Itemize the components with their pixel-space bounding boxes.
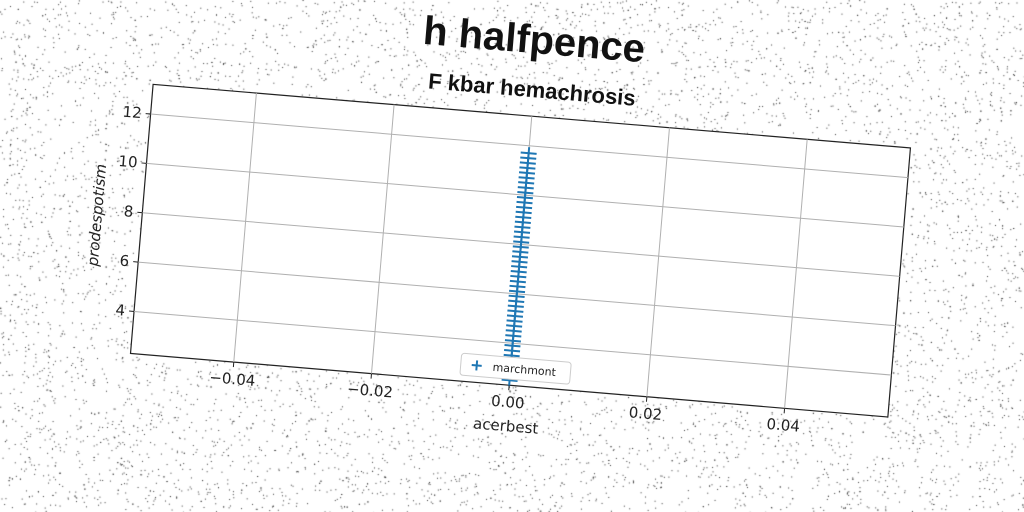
grid-line-y xyxy=(150,113,908,179)
x-tick-label: 0.04 xyxy=(766,415,801,436)
legend-marker-plus-icon xyxy=(471,360,482,371)
x-axis-label: acerbest xyxy=(472,414,539,437)
grid-line-x xyxy=(233,92,257,363)
chart-subtitle: F kbar hemachrosis xyxy=(427,68,636,110)
plot-area: −0.04 −0.02 0.00 0.02 0.04 4 6 8 10 12 xyxy=(115,83,912,436)
y-tick-label: 4 xyxy=(115,301,126,320)
x-tick-label: −0.02 xyxy=(346,380,393,402)
y-tick-label: 10 xyxy=(118,152,139,172)
legend: marchmont xyxy=(459,352,572,385)
legend-label: marchmont xyxy=(492,361,557,379)
grid-line-x xyxy=(784,139,808,409)
data-point xyxy=(520,147,537,160)
y-axis-label: prodespotism xyxy=(84,163,111,268)
legend-box xyxy=(459,352,572,385)
y-tick-label: 8 xyxy=(123,202,134,221)
y-tick-label: 6 xyxy=(119,252,130,271)
y-tick-label: 12 xyxy=(122,103,143,123)
axis-ticks: −0.04 −0.02 0.00 0.02 0.04 4 6 8 10 12 xyxy=(115,103,801,436)
x-tick-label: 0.00 xyxy=(490,392,525,413)
x-tick-label: −0.04 xyxy=(209,368,256,390)
grid-line-x xyxy=(646,127,670,397)
chart-title: h halfpence xyxy=(422,9,647,71)
grid-line-x xyxy=(370,104,395,374)
x-tick-label: 0.02 xyxy=(628,403,663,424)
